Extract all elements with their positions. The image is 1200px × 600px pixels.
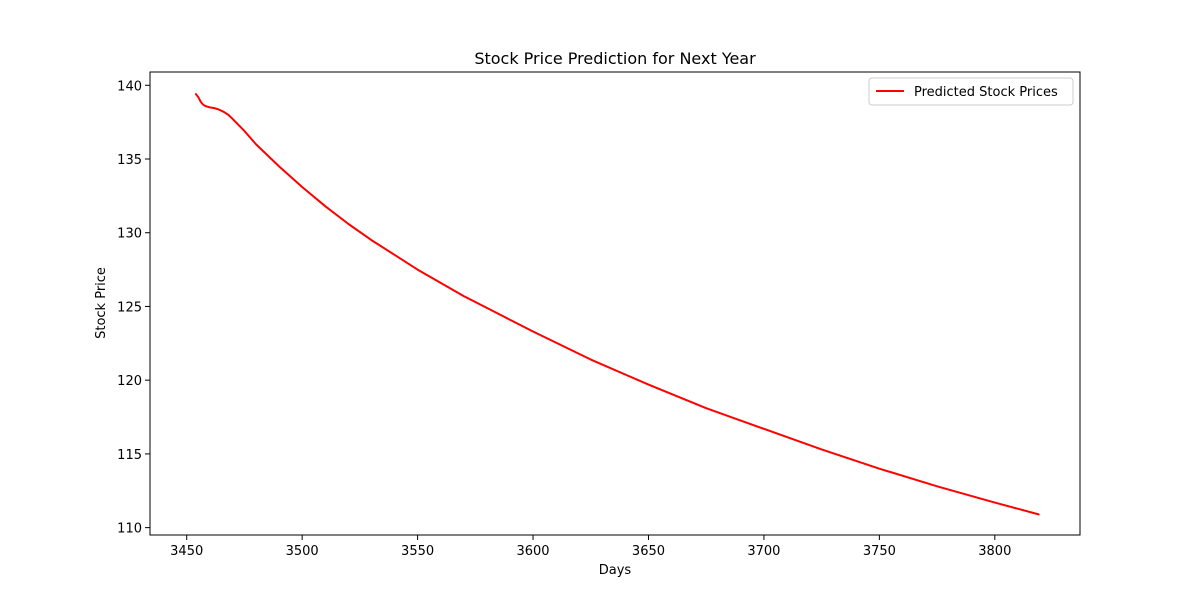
y-tick-label: 140 — [117, 79, 142, 94]
x-tick-label: 3800 — [978, 544, 1011, 559]
legend: Predicted Stock Prices — [868, 77, 1074, 106]
legend-box — [868, 77, 1074, 106]
x-tick-label: 3650 — [632, 544, 665, 559]
y-tick-label: 135 — [117, 153, 142, 168]
x-tick-label: 3450 — [170, 544, 203, 559]
y-tick-label: 125 — [117, 300, 142, 315]
x-tick-label: 3600 — [516, 544, 549, 559]
y-tick-label: 110 — [117, 522, 142, 537]
y-tick-label: 130 — [117, 227, 142, 242]
series-line-predicted-stock-prices — [194, 93, 1040, 516]
x-tick-label: 3500 — [286, 544, 319, 559]
y-axis-ticks: 110 115 120 125 130 135 140 — [117, 79, 150, 537]
chart-title: Stock Price Prediction for Next Year — [474, 49, 756, 68]
legend-label-predicted-stock-prices: Predicted Stock Prices — [914, 85, 1058, 100]
x-tick-label: 3700 — [747, 544, 780, 559]
x-tick-label: 3550 — [401, 544, 434, 559]
x-tick-label: 3750 — [863, 544, 896, 559]
series-layer — [194, 93, 1040, 516]
x-axis-ticks: 3450 3500 3550 3600 3650 3700 3750 3800 — [170, 535, 1011, 559]
x-axis-label: Days — [599, 563, 632, 578]
y-tick-label: 120 — [117, 374, 142, 389]
plot-area: 3450 3500 3550 3600 3650 3700 3750 3800 1101151… — [117, 71, 1081, 559]
y-axis-label: Stock Price — [94, 267, 109, 339]
y-tick-label: 115 — [117, 448, 142, 463]
plot-frame — [149, 71, 1081, 536]
